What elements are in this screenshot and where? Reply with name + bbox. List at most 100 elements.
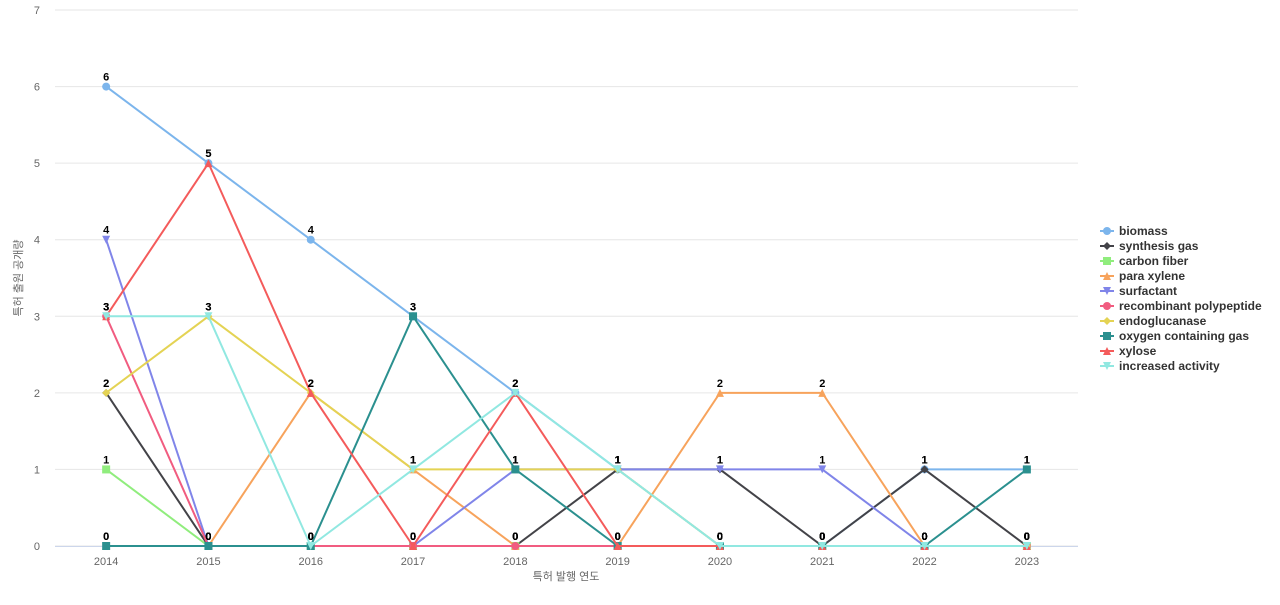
data-label: 3 <box>205 301 211 313</box>
data-label: 0 <box>1024 531 1030 543</box>
data-label: 2 <box>512 378 518 390</box>
point <box>715 542 724 550</box>
data-label: 1 <box>921 454 927 466</box>
point <box>920 465 929 474</box>
data-label: 0 <box>717 531 723 543</box>
legend-label: oxygen containing gas <box>1119 329 1249 343</box>
data-label: 0 <box>512 531 518 543</box>
data-label: 3 <box>410 301 416 313</box>
point <box>306 388 315 397</box>
data-label: 0 <box>717 531 723 543</box>
point <box>511 465 520 474</box>
data-label: 0 <box>1024 531 1030 543</box>
data-label: 0 <box>103 531 109 543</box>
data-label: 0 <box>205 531 211 543</box>
x-tick-label: 2015 <box>196 556 220 568</box>
data-label: 0 <box>921 531 927 543</box>
data-label: 1 <box>512 454 518 466</box>
point <box>102 542 111 550</box>
series-line <box>105 161 1027 548</box>
data-label: 1 <box>819 454 825 466</box>
data-label: 0 <box>103 531 109 543</box>
data-label: 3 <box>103 301 109 313</box>
data-label: 1 <box>512 454 518 466</box>
x-tick-label: 2021 <box>810 556 834 568</box>
data-label: 5 <box>205 148 211 160</box>
data-label: 2 <box>308 378 314 390</box>
legend-label: xylose <box>1119 344 1157 358</box>
point <box>102 312 111 321</box>
legend-label: para xylene <box>1119 269 1185 283</box>
point <box>409 542 418 550</box>
data-label: 1 <box>410 454 416 466</box>
x-tick-label: 2019 <box>605 556 629 568</box>
data-label: 0 <box>1024 531 1030 543</box>
point <box>613 465 622 474</box>
data-label: 1 <box>615 454 621 466</box>
data-label: 0 <box>1024 531 1030 543</box>
data-label: 0 <box>615 531 621 543</box>
data-label: 0 <box>819 531 825 543</box>
data-label: 1 <box>615 454 621 466</box>
data-label: 2 <box>103 378 109 390</box>
point <box>102 465 111 474</box>
data-label: 0 <box>819 531 825 543</box>
legend-label: increased activity <box>1119 359 1220 373</box>
legend-symbol <box>1103 227 1111 235</box>
data-label: 0 <box>819 531 825 543</box>
data-label: 1 <box>615 454 621 466</box>
data-label: 0 <box>819 531 825 543</box>
x-tick-label: 2014 <box>94 556 118 568</box>
data-label: 0 <box>410 531 416 543</box>
data-label: 0 <box>717 531 723 543</box>
data-label: 0 <box>308 531 314 543</box>
data-label: 0 <box>512 531 518 543</box>
data-label: 0 <box>205 531 211 543</box>
series-line <box>106 315 1027 548</box>
data-label: 0 <box>819 531 825 543</box>
x-tick-label: 2023 <box>1015 556 1039 568</box>
point <box>409 465 418 474</box>
point <box>818 465 827 474</box>
data-label: 1 <box>410 454 416 466</box>
data-label: 0 <box>308 531 314 543</box>
data-label: 1 <box>921 454 927 466</box>
x-tick-label: 2018 <box>503 556 527 568</box>
data-label: 0 <box>819 531 825 543</box>
data-label: 0 <box>819 531 825 543</box>
data-label: 2 <box>512 378 518 390</box>
y-tick-label: 7 <box>34 5 40 17</box>
data-label: 5 <box>205 148 211 160</box>
legend-symbol <box>1103 317 1111 325</box>
data-label: 0 <box>205 531 211 543</box>
data-label: 1 <box>717 454 723 466</box>
data-label: 1 <box>615 454 621 466</box>
y-axis-label: 특허 출원 공개량 <box>12 240 25 317</box>
data-label: 3 <box>103 301 109 313</box>
x-axis-label: 특허 발행 연도 <box>533 570 600 583</box>
data-label: 2 <box>512 378 518 390</box>
data-label: 0 <box>921 531 927 543</box>
legend-symbol <box>1103 332 1111 340</box>
point <box>1022 465 1031 474</box>
data-label: 0 <box>921 531 927 543</box>
data-label: 1 <box>410 454 416 466</box>
legend-label: endoglucanase <box>1119 314 1207 328</box>
data-label: 0 <box>308 531 314 543</box>
legend-symbol <box>1103 272 1111 280</box>
data-label: 0 <box>1024 531 1030 543</box>
point <box>715 465 724 474</box>
data-label: 0 <box>1024 531 1030 543</box>
data-label: 0 <box>615 531 621 543</box>
legend-symbol <box>1103 302 1111 310</box>
data-label: 0 <box>1024 531 1030 543</box>
data-label: 3 <box>410 301 416 313</box>
x-tick-label: 2016 <box>299 556 323 568</box>
point <box>306 235 315 244</box>
legend-symbol <box>1103 242 1111 250</box>
legend-symbol <box>1103 362 1111 370</box>
y-tick-label: 3 <box>34 311 40 323</box>
x-tick-label: 2017 <box>401 556 425 568</box>
